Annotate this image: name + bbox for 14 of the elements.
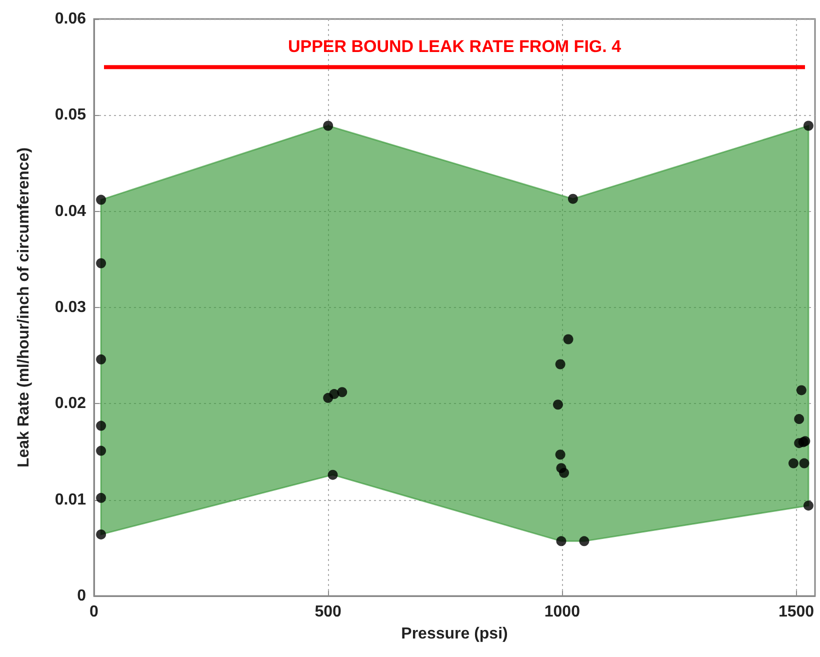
y-tick-label: 0.03	[54, 299, 86, 316]
x-tick-label: 0	[90, 604, 99, 620]
y-tick-label: 0.06	[54, 10, 86, 28]
y-tick-label: 0	[77, 588, 86, 604]
y-tick-label: 0.02	[54, 395, 86, 412]
y-tick-label: 0.01	[54, 491, 86, 508]
y-tick-label: 0.04	[54, 202, 86, 220]
x-axis-title: Pressure (psi)	[401, 626, 508, 642]
y-axis-title: Leak Rate (ml/hour/inch of circumference)	[16, 147, 32, 468]
x-tick-label: 500	[314, 604, 342, 620]
y-tick-label: 0.05	[54, 106, 86, 124]
x-tick-label: 1000	[544, 604, 580, 620]
x-tick-label: 1500	[778, 604, 814, 620]
ref-line-label: UPPER BOUND LEAK RATE FROM FIG. 4	[288, 37, 622, 56]
